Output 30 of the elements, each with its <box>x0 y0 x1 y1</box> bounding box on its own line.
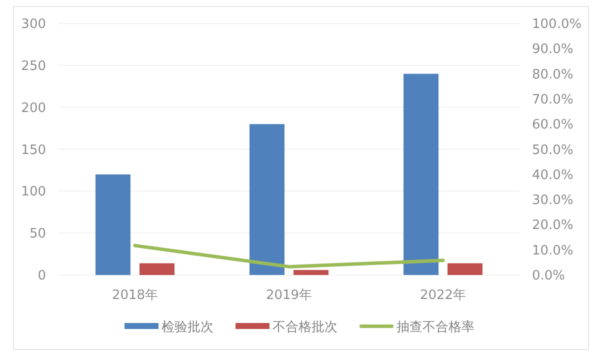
bar <box>294 270 328 275</box>
y-tick-label: 0 <box>38 268 46 284</box>
bar <box>96 174 130 275</box>
y2-tick-label: 0.0% <box>532 268 566 284</box>
legend-label: 不合格批次 <box>272 320 338 335</box>
x-tick-label: 2018年 <box>112 288 158 303</box>
y2-tick-label: 60.0% <box>532 118 574 133</box>
bar <box>140 263 174 275</box>
y2-tick-label: 40.0% <box>532 168 574 183</box>
y2-tick-label: 90.0% <box>532 42 574 58</box>
y2-tick-label: 80.0% <box>532 67 574 82</box>
y-tick-label: 250 <box>21 58 46 74</box>
y2-tick-label: 100.0% <box>532 17 582 32</box>
x-tick-label: 2019年 <box>266 288 312 303</box>
y-tick-label: 200 <box>21 100 46 116</box>
legend-label: 抽查不合格率 <box>396 319 474 335</box>
y-tick-label: 150 <box>21 142 46 158</box>
y2-tick-label: 10.0% <box>532 243 574 258</box>
x-tick-label: 2022年 <box>420 288 466 303</box>
bar <box>404 74 438 275</box>
y2-tick-label: 70.0% <box>532 92 574 108</box>
y2-tick-label: 50.0% <box>532 142 574 158</box>
y-tick-label: 50 <box>29 226 46 242</box>
y2-tick-label: 30.0% <box>532 193 574 208</box>
y-tick-label: 300 <box>21 17 46 32</box>
y-tick-label: 100 <box>21 184 46 200</box>
y2-tick-label: 20.0% <box>532 218 574 234</box>
bar <box>250 124 284 275</box>
legend-label: 检验批次 <box>162 320 214 335</box>
bar <box>448 263 482 275</box>
